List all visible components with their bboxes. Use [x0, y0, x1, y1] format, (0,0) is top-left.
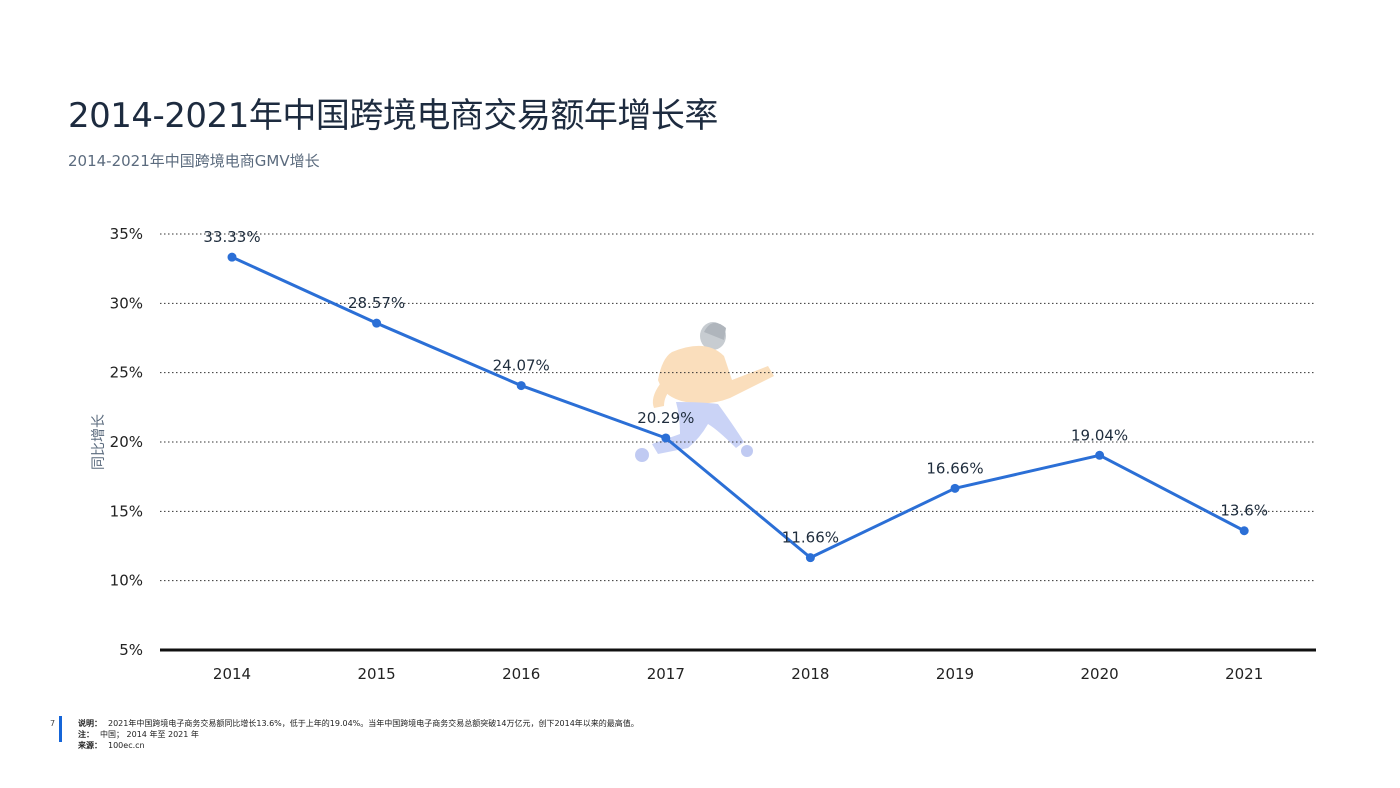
y-axis-label: 同比增长	[91, 414, 107, 470]
y-tick-label: 20%	[110, 433, 143, 451]
data-point	[1239, 526, 1249, 536]
note-source: 来源： 100ec.cn	[78, 741, 145, 750]
data-label: 24.07%	[493, 357, 550, 375]
data-point	[950, 483, 960, 493]
y-axis-ticks: 5% 10% 15% 20% 25% 30% 35%	[110, 225, 143, 659]
y-tick-label: 15%	[110, 502, 143, 520]
data-labels: 33.33% 28.57% 24.07% 20.29% 11.66% 16.66% 19.0…	[203, 228, 1268, 546]
grid-lines	[160, 233, 1316, 582]
data-label: 16.66%	[926, 459, 983, 477]
data-point	[372, 318, 382, 328]
x-tick-label: 2016	[502, 665, 540, 683]
y-tick-label: 5%	[119, 641, 143, 659]
x-tick-label: 2015	[358, 665, 396, 683]
x-tick-label: 2018	[791, 665, 829, 683]
data-point	[661, 433, 671, 443]
data-point	[805, 553, 815, 563]
data-label: 33.33%	[203, 228, 260, 246]
page-title: 2014-2021年中国跨境电商交易额年增长率	[68, 96, 718, 136]
data-label: 20.29%	[637, 409, 694, 427]
x-tick-label: 2014	[213, 665, 251, 683]
y-tick-label: 25%	[110, 364, 143, 382]
note-description: 说明： 2021年中国跨境电子商务交易额同比增长13.6%，低于上年的19.04%…	[78, 719, 639, 728]
x-tick-label: 2021	[1225, 665, 1263, 683]
data-point	[516, 381, 526, 391]
data-point	[1095, 450, 1105, 460]
data-label: 19.04%	[1071, 426, 1128, 444]
x-tick-label: 2020	[1081, 665, 1119, 683]
page-number: 7	[50, 719, 56, 728]
x-tick-label: 2017	[647, 665, 685, 683]
note-scope: 注： 中国； 2014 年至 2021 年	[78, 730, 199, 739]
y-tick-label: 10%	[110, 572, 143, 590]
footnotes: 说明： 2021年中国跨境电子商务交易额同比增长13.6%，低于上年的19.04%…	[78, 718, 639, 751]
series-line	[231, 255, 1245, 560]
data-label: 11.66%	[782, 529, 839, 547]
y-tick-label: 35%	[110, 225, 143, 243]
data-label: 13.6%	[1220, 502, 1268, 520]
data-points	[227, 252, 1249, 563]
data-label: 28.57%	[348, 294, 405, 312]
y-tick-label: 30%	[110, 294, 143, 312]
x-tick-label: 2019	[936, 665, 974, 683]
page-subtitle: 2014-2021年中国跨境电商GMV增长	[68, 152, 320, 170]
note-accent-bar	[59, 716, 62, 742]
data-point	[227, 252, 237, 262]
x-axis-ticks: 2014 2015 2016 2017 2018 2019 2020 2021	[213, 665, 1263, 683]
running-person-illustration	[635, 322, 774, 462]
